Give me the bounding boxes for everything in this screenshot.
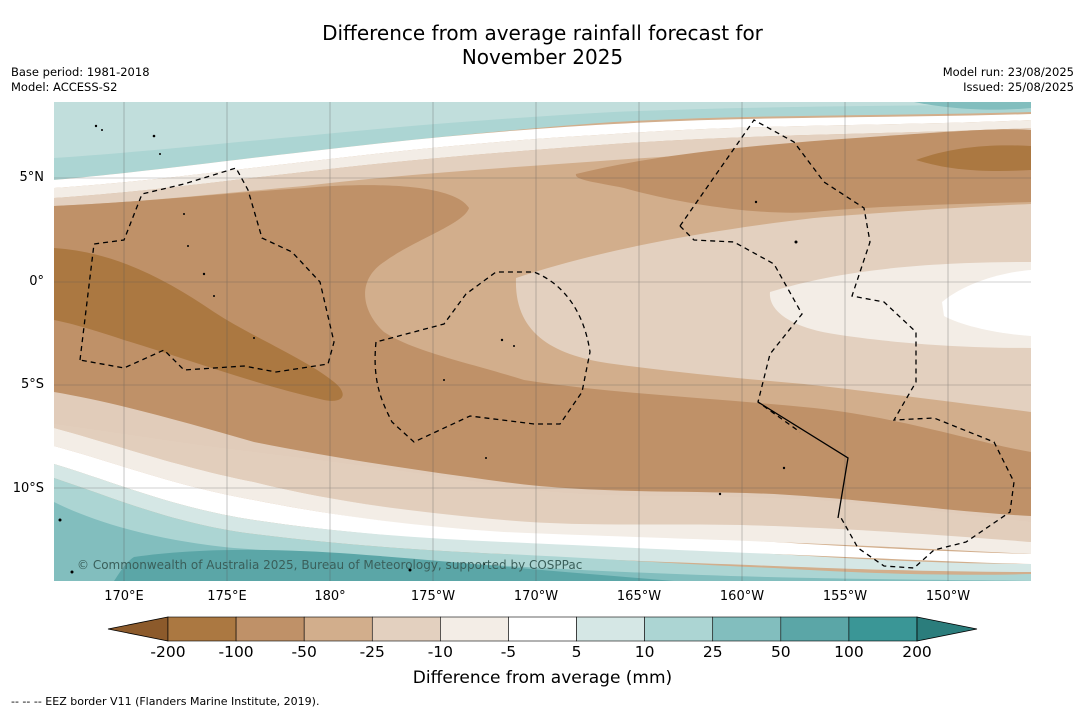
model-run: Model run: 23/08/2025 bbox=[942, 65, 1074, 79]
colorbar-tick-label: -100 bbox=[218, 643, 254, 661]
lon-label-170e: 170°E bbox=[104, 589, 144, 604]
colorbar-extend-high bbox=[916, 616, 978, 642]
colorbar-tick-label: 50 bbox=[770, 643, 791, 661]
colorbar-segment bbox=[712, 616, 782, 642]
island-markers bbox=[58, 124, 798, 574]
colorbar-tick-label: -10 bbox=[427, 643, 454, 661]
eez-line-islands bbox=[679, 119, 1015, 569]
lon-label-150w: 150°W bbox=[925, 589, 971, 604]
colorbar-tick-label: -50 bbox=[291, 643, 317, 661]
equatorial-near-avg bbox=[769, 262, 1031, 348]
lon-label-165w: 165°W bbox=[616, 589, 662, 604]
eez-kiribati-west bbox=[79, 167, 335, 373]
map-title: Difference from average rainfall forecas… bbox=[0, 21, 1085, 69]
base-info: Base period: 1981-2018 Model: ACCESS-S2 bbox=[11, 65, 150, 95]
equatorial-light-dry bbox=[515, 204, 1031, 412]
lat-label-5n: 5°N bbox=[19, 170, 45, 185]
eez-legend-note: -- -- -- EEZ border V11 (Flanders Marine… bbox=[11, 695, 320, 708]
south-white-band bbox=[54, 446, 1031, 564]
colorbar-extend-low bbox=[107, 616, 169, 642]
north-ne-wet bbox=[914, 102, 1031, 110]
colorbar-tick-label: -25 bbox=[359, 643, 385, 661]
title-line-2: November 2025 bbox=[461, 45, 624, 69]
north-near-avg bbox=[54, 120, 1031, 198]
colorbar-label: Difference from average (mm) bbox=[412, 668, 673, 688]
dry-band-50 bbox=[54, 185, 1031, 522]
lat-label-0: 0° bbox=[29, 274, 44, 289]
colorbar-segment bbox=[167, 616, 237, 642]
copyright-notice: © Commonwealth of Australia 2025, Bureau… bbox=[77, 558, 583, 572]
south-light-dry bbox=[54, 392, 1031, 542]
colorbar-tick-label: 5 bbox=[571, 643, 582, 661]
eez-tuvalu bbox=[374, 271, 591, 443]
eez-line-islands-inner bbox=[679, 225, 803, 433]
lon-label-170w: 170°W bbox=[513, 589, 559, 604]
colorbar-segment bbox=[644, 616, 714, 642]
graticule bbox=[54, 102, 1031, 581]
lat-label-5s: 5°S bbox=[20, 377, 44, 392]
south-near-avg bbox=[54, 428, 1031, 554]
lon-label-155w: 155°W bbox=[822, 589, 868, 604]
run-info: Model run: 23/08/2025 Issued: 25/08/2025 bbox=[943, 65, 1074, 95]
eez-borders bbox=[79, 119, 1015, 569]
colorbar-segment bbox=[508, 616, 577, 642]
rainfall-map bbox=[54, 102, 1031, 581]
colorbar-segment bbox=[371, 616, 441, 642]
model-name: Model: ACCESS-S2 bbox=[11, 80, 118, 94]
colorbar-tick-label: 10 bbox=[634, 643, 655, 661]
north-light-wet bbox=[54, 102, 1031, 158]
lon-label-180: 180° bbox=[314, 589, 346, 604]
colorbar-segment bbox=[780, 616, 850, 642]
colorbar-segment bbox=[848, 616, 918, 642]
map-svg bbox=[54, 102, 1031, 581]
equatorial-white bbox=[942, 270, 1031, 336]
colorbar-tick-label: -200 bbox=[150, 643, 186, 661]
colorbar-tick-label: 100 bbox=[834, 643, 864, 661]
colorbar-tick-label: -5 bbox=[500, 643, 517, 661]
issued-date: Issued: 25/08/2025 bbox=[963, 80, 1074, 94]
lon-label-175e: 175°E bbox=[207, 589, 247, 604]
dry-band-100-east bbox=[916, 145, 1031, 171]
dry-band-50-north bbox=[575, 129, 1031, 213]
lat-label-10s: 10°S bbox=[12, 481, 44, 496]
colorbar-tick-label: 25 bbox=[702, 643, 723, 661]
colorbar-segment bbox=[576, 616, 645, 642]
dry-band-100 bbox=[54, 248, 343, 401]
north-white-band bbox=[54, 114, 1031, 188]
title-line-1: Difference from average rainfall forecas… bbox=[322, 21, 763, 45]
south-wet-50 bbox=[114, 549, 674, 581]
lon-label-160w: 160°W bbox=[719, 589, 765, 604]
eez-solid-border bbox=[757, 401, 849, 519]
colorbar-segment bbox=[235, 616, 305, 642]
base-period: Base period: 1981-2018 bbox=[11, 65, 150, 79]
south-light-wet bbox=[54, 464, 1031, 572]
lon-label-175w: 175°W bbox=[410, 589, 456, 604]
colorbar-segment bbox=[303, 616, 373, 642]
colorbar-segment bbox=[440, 616, 509, 642]
colorbar-tick-label: 200 bbox=[902, 643, 932, 661]
